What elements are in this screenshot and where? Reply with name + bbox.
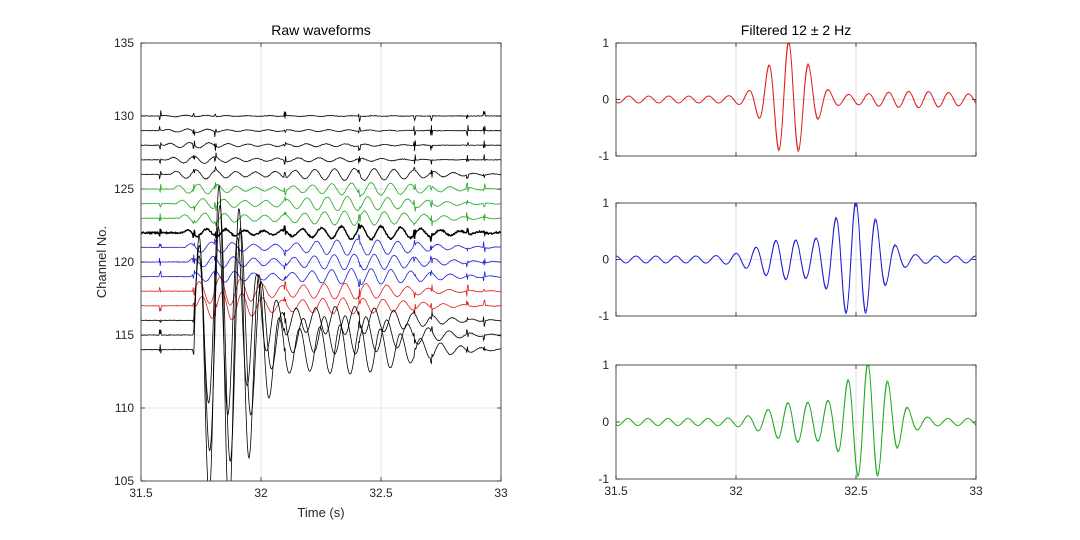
raw-trace-channel-127 bbox=[141, 152, 501, 165]
y-tick-label: 105 bbox=[114, 474, 134, 488]
y-tick-label: 0 bbox=[602, 415, 609, 429]
y-tick-label: -1 bbox=[598, 149, 609, 163]
axes-frame bbox=[615, 202, 977, 317]
raw-trace-channel-122 bbox=[141, 223, 501, 242]
raw-trace-channel-117 bbox=[141, 291, 501, 321]
y-tick-label: 125 bbox=[114, 182, 134, 196]
y-tick-label: -1 bbox=[598, 472, 609, 486]
raw-trace-channel-129 bbox=[141, 124, 501, 137]
raw-trace-channel-125 bbox=[141, 182, 501, 199]
x-tick-label: 32 bbox=[729, 484, 743, 498]
raw-trace-channel-115 bbox=[141, 205, 501, 462]
y-tick-label: 0 bbox=[602, 253, 609, 267]
x-tick-label: 33 bbox=[969, 484, 983, 498]
plot-title: Filtered 12 ± 2 Hz bbox=[741, 22, 851, 38]
filtered-panel-green: 31.5 32 32.5 33 -1 0 1 bbox=[598, 358, 983, 498]
axes-frame bbox=[615, 42, 977, 157]
plot-title: Raw waveforms bbox=[271, 22, 371, 38]
raw-trace-channel-119 bbox=[141, 266, 501, 288]
filtered-trace-blue-0 bbox=[616, 203, 976, 313]
filtered-panel-red: -1 0 1 Filtered 12 ± 2 Hz bbox=[598, 22, 977, 163]
x-tick-label: 31.5 bbox=[604, 484, 628, 498]
y-tick-label: 1 bbox=[602, 196, 609, 210]
x-axis-label: Time (s) bbox=[297, 505, 344, 520]
filtered-traces bbox=[616, 365, 976, 478]
filtered-trace-red-1 bbox=[616, 43, 976, 153]
raw-trace-channel-124 bbox=[141, 195, 501, 212]
raw-waveforms-panel: 31.5 32 32.5 33 105 110 115 120 125 130 135 Raw wav… bbox=[94, 22, 508, 520]
y-axis-label: Channel No. bbox=[94, 226, 109, 298]
filtered-traces bbox=[616, 203, 976, 315]
y-tick-label: 135 bbox=[114, 36, 134, 50]
filtered-panel-blue: -1 0 1 bbox=[598, 196, 977, 323]
y-tick-label: 0 bbox=[602, 93, 609, 107]
y-tick-label: -1 bbox=[598, 309, 609, 323]
raw-trace-channel-123 bbox=[141, 210, 501, 227]
y-tick-label: 120 bbox=[114, 255, 134, 269]
y-tick-label: 110 bbox=[115, 401, 134, 415]
y-tick-label: 115 bbox=[115, 328, 134, 342]
y-tick-label: 1 bbox=[602, 358, 609, 372]
x-tick-label: 32 bbox=[254, 486, 268, 500]
x-tick-label: 32.5 bbox=[369, 486, 393, 500]
x-tick-label: 31.5 bbox=[129, 486, 153, 500]
raw-trace-channel-118 bbox=[141, 277, 501, 306]
axes-frame bbox=[615, 364, 977, 480]
raw-trace-channel-126 bbox=[141, 166, 501, 181]
raw-trace-channel-121 bbox=[141, 233, 501, 257]
raw-trace-channel-116 bbox=[141, 225, 501, 416]
raw-trace-channel-114 bbox=[141, 184, 501, 481]
filtered-traces bbox=[616, 43, 976, 153]
raw-trace-channel-128 bbox=[141, 140, 501, 152]
y-tick-label: 1 bbox=[602, 36, 609, 50]
x-tick-label: 33 bbox=[494, 486, 508, 500]
raw-trace-channel-130 bbox=[141, 110, 501, 123]
axes-frame bbox=[140, 42, 502, 482]
raw-traces bbox=[141, 110, 501, 481]
filtered-trace-blue-1 bbox=[616, 203, 976, 315]
x-tick-label: 32.5 bbox=[844, 484, 868, 498]
filtered-trace-green-1 bbox=[616, 365, 976, 478]
y-tick-label: 130 bbox=[114, 109, 134, 123]
